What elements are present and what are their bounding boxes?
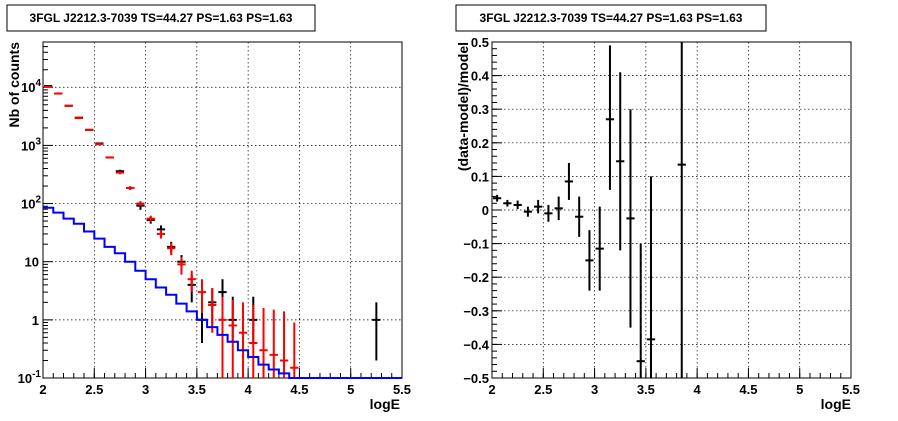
residuals-data-point [523,206,533,217]
residuals-data-point [605,45,615,190]
counts-data-point [177,257,186,275]
counts-data-point [95,143,104,146]
residuals-x-tick-label: 2 [488,382,495,397]
counts-data-point [249,305,258,378]
counts-data-point [85,128,94,131]
counts-data-point [156,230,166,239]
residuals-y-axis-label: (data-model)/model [455,42,471,171]
counts-y-tick-label: 10-1 [18,369,42,386]
residuals-x-tick-label: 4 [694,382,702,397]
residuals-data-point [513,200,522,209]
counts-data-point [228,299,237,378]
counts-series [43,85,402,379]
counts-data-point [218,296,227,378]
counts-x-tick-label: 3 [142,382,149,397]
counts-data-point [372,302,381,361]
counts-y-tick-label: 10 [25,255,39,270]
residuals-grid [492,42,851,378]
residuals-y-tick-label: −0.5 [463,371,489,386]
counts-data-point [126,186,135,190]
residuals-data-point [554,196,563,221]
residuals-x-tick-label: 5.5 [842,382,860,397]
residuals-y-tick-label: 0.3 [471,102,489,117]
residuals-axes: 2 2.5 3 3.5 4 4.5 5 5.5 −0.5 −0.4 −0.3 −0.2 −0.1 0 0.1… [463,35,860,397]
counts-data-point [105,156,114,159]
residuals-data-point [493,194,502,202]
residuals-data-point [626,109,635,328]
residuals-x-tick-label: 4.5 [739,382,757,397]
counts-data-point [44,85,53,88]
residuals-x-axis-label: logE [821,396,851,412]
counts-data-point [74,117,84,120]
counts-y-tick-label: 1 [32,313,39,328]
counts-y-tick-label: 103 [21,136,41,153]
residuals-chart-title: 3FGL J2212.3-7039 TS=44.27 PS=1.63 PS=1.… [480,11,743,25]
residuals-y-tick-label: 0 [482,203,489,218]
counts-data-point [269,309,278,378]
counts-data-point [115,171,125,175]
residuals-x-tick-label: 5 [796,382,803,397]
counts-axes: 2 2.5 3 3.5 4 4.5 5 5.5 10-1 1 10 102 103 104 [18,41,411,397]
residuals-y-tick-label: −0.2 [463,270,489,285]
residuals-y-tick-label: −0.1 [463,237,489,252]
residuals-x-tick-label: 3 [591,382,598,397]
residuals-x-tick-label: 2.5 [534,382,552,397]
residuals-data-point [595,206,604,291]
counts-x-axis-label: logE [370,396,400,412]
residuals-y-tick-label: 0.4 [471,69,490,84]
residuals-data-point [585,230,594,291]
residuals-panel: 2 2.5 3 3.5 4 4.5 5 5.5 −0.5 −0.4 −0.3 −0.2 −0.1 0 0.1… [455,4,860,412]
residuals-y-tick-label: 0.1 [471,169,489,184]
residuals-series [493,42,686,378]
residuals-data-point [544,204,553,222]
counts-y-tick-label: 104 [21,78,41,95]
counts-data-point [146,215,155,223]
counts-x-tick-label: 2 [39,382,46,397]
counts-y-axis-label: Nb of counts [6,42,22,128]
counts-x-tick-label: 4.5 [290,382,308,397]
residuals-title-box [455,4,767,32]
residuals-y-tick-label: 0.5 [471,35,489,50]
residuals-data-point [534,199,543,214]
counts-data-point [167,242,176,256]
counts-y-tick-label: 102 [21,195,41,212]
counts-data-point [197,279,207,314]
counts-x-tick-label: 5 [347,382,354,397]
counts-data-point [259,307,268,378]
counts-title-box [6,4,316,32]
counts-x-tick-label: 5.5 [393,382,411,397]
counts-x-tick-label: 2.5 [85,382,103,397]
residuals-data-point [575,196,584,237]
residuals-y-tick-label: 0.2 [471,136,489,151]
counts-background-model-step [43,206,402,379]
counts-data-point [64,104,73,107]
residuals-data-point [636,243,645,378]
counts-data-point [208,288,217,333]
residuals-y-tick-label: −0.4 [463,337,489,352]
counts-data-point [238,302,248,378]
counts-chart-title: 3FGL J2212.3-7039 TS=44.27 PS=1.63 PS=1.… [30,11,293,25]
residuals-data-point [646,176,656,378]
residuals-data-point [616,72,625,251]
counts-data-point [187,270,196,293]
residuals-data-point [677,42,686,378]
counts-data-point [54,92,63,95]
counts-x-tick-label: 3.5 [188,382,206,397]
counts-x-tick-label: 4 [245,382,253,397]
counts-data-point [136,201,145,207]
residuals-x-tick-label: 3.5 [637,382,655,397]
residuals-y-tick-label: −0.3 [463,304,489,319]
counts-panel: 2 2.5 3 3.5 4 4.5 5 5.5 10-1 1 10 102 103 104 3FGL J2… [6,4,411,412]
counts-grid [43,42,402,378]
residuals-data-point [503,199,512,207]
residuals-data-point [564,162,574,200]
counts-data-point [290,322,299,378]
counts-data-point [279,311,289,378]
